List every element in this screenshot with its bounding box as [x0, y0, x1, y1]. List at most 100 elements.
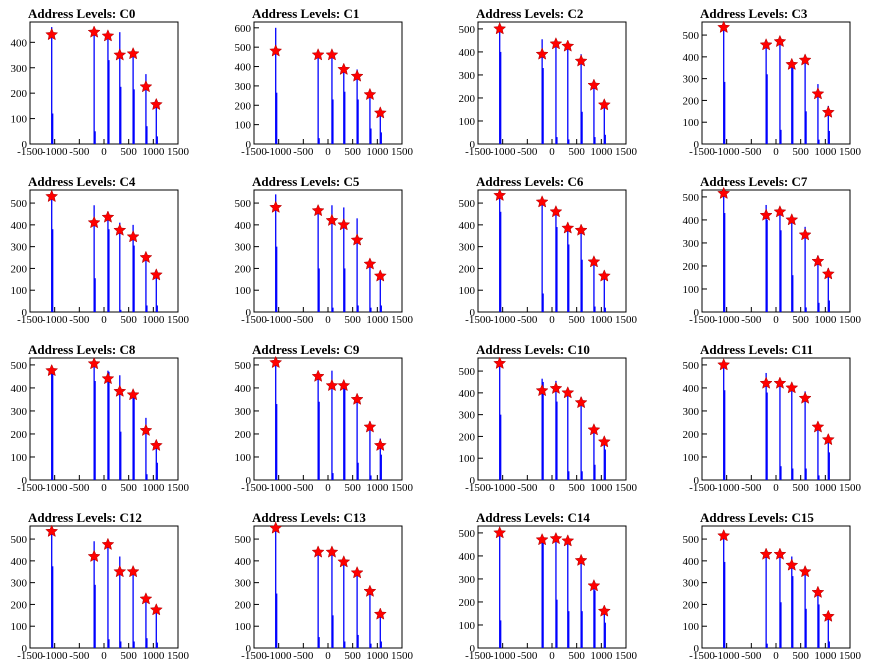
y-tick-label: 300 [459, 242, 476, 254]
chart-title: Address Levels: C12 [28, 510, 142, 525]
y-tick-label: 400 [235, 383, 252, 395]
x-tick-label: 1500 [391, 146, 414, 158]
peak-star-marker [101, 537, 115, 551]
peak-star-marker [535, 383, 549, 397]
y-tick-label: 0 [470, 475, 476, 487]
x-tick-label: 500 [344, 482, 361, 494]
y-tick-label: 500 [235, 534, 252, 546]
x-tick-label: 500 [344, 314, 361, 326]
x-tick-label: 1000 [366, 650, 389, 662]
y-tick-label: 200 [459, 93, 476, 105]
chart-title: Address Levels: C4 [28, 174, 136, 189]
x-tick-label: 1500 [839, 146, 862, 158]
chart-panel-c11: Address Levels: C11 0 100 200 300 400 500 -1500… [683, 342, 862, 494]
y-tick-label: 100 [459, 116, 476, 128]
peak-star-marker [717, 358, 731, 371]
peak-star-marker [759, 38, 773, 51]
peak-star-marker [597, 435, 611, 448]
x-tick-label: -1000 [714, 482, 740, 494]
y-tick-label: 100 [683, 452, 700, 464]
x-tick-label: 500 [792, 482, 809, 494]
peak-star-marker [785, 381, 799, 394]
peak-star-marker [45, 524, 59, 538]
x-tick-label: -1500 [689, 146, 715, 158]
y-tick-label: 400 [459, 551, 476, 563]
peak-star-marker [535, 532, 549, 546]
x-tick-label: 1000 [142, 314, 165, 326]
peak-star-marker [269, 44, 283, 57]
y-tick-label: 200 [235, 263, 252, 275]
peak-star-marker [773, 34, 787, 48]
peak-star-marker [717, 20, 731, 34]
peak-star-marker [337, 555, 351, 568]
peak-star-marker [759, 547, 773, 560]
y-tick-label: 400 [683, 215, 700, 227]
x-tick-label: 1500 [391, 314, 414, 326]
y-tick-label: 300 [11, 406, 28, 418]
chart-title: Address Levels: C15 [700, 510, 814, 525]
chart-title: Address Levels: C11 [700, 342, 813, 357]
y-tick-label: 0 [694, 139, 700, 151]
y-tick-label: 500 [459, 366, 476, 378]
peak-star-marker [325, 48, 339, 61]
peak-star-marker [549, 204, 563, 218]
y-tick-label: 200 [235, 100, 252, 112]
peak-star-marker [373, 607, 387, 620]
x-tick-label: 1000 [814, 650, 837, 662]
x-tick-label: -500 [517, 650, 538, 662]
x-tick-label: -1000 [42, 314, 68, 326]
x-tick-label: -1500 [689, 650, 715, 662]
x-tick-label: -500 [517, 146, 538, 158]
peak-star-marker [785, 213, 799, 226]
x-tick-label: 500 [792, 650, 809, 662]
peak-star-marker [798, 391, 812, 404]
peak-star-marker [87, 549, 101, 563]
peak-star-marker [269, 355, 283, 369]
peak-star-marker [535, 47, 549, 60]
peak-star-marker [773, 376, 787, 389]
y-tick-label: 100 [683, 284, 700, 296]
peak-star-marker [597, 604, 611, 617]
x-tick-label: 1000 [366, 314, 389, 326]
peak-star-marker [373, 269, 387, 282]
x-tick-label: 1500 [839, 482, 862, 494]
peak-star-marker [149, 268, 163, 281]
x-tick-label: -500 [741, 314, 762, 326]
peak-star-marker [325, 213, 339, 227]
y-tick-label: 0 [470, 139, 476, 151]
y-tick-label: 0 [246, 307, 252, 319]
y-tick-label: 100 [459, 285, 476, 297]
chart-title: Address Levels: C10 [476, 342, 590, 357]
x-tick-label: -1000 [714, 650, 740, 662]
y-tick-label: 0 [246, 475, 252, 487]
chart-title: Address Levels: C2 [476, 6, 583, 21]
y-tick-label: 300 [235, 406, 252, 418]
y-tick-label: 200 [11, 429, 28, 441]
peak-star-marker [350, 565, 364, 579]
peak-star-marker [113, 564, 127, 578]
peak-star-marker [811, 420, 825, 433]
peak-star-marker [126, 387, 140, 401]
peak-star-marker [597, 98, 611, 111]
x-tick-label: -500 [741, 146, 762, 158]
x-tick-label: 1000 [142, 482, 165, 494]
chart-title: Address Levels: C5 [252, 174, 360, 189]
chart-title: Address Levels: C1 [252, 6, 359, 21]
y-tick-label: 300 [11, 578, 28, 590]
y-tick-label: 400 [459, 220, 476, 232]
y-tick-label: 300 [683, 238, 700, 250]
x-tick-label: 0 [101, 650, 107, 662]
peak-star-marker [311, 369, 325, 382]
x-tick-label: 1000 [590, 314, 613, 326]
x-tick-label: -1500 [465, 482, 491, 494]
peak-star-marker [785, 558, 799, 571]
peak-star-marker [149, 438, 163, 452]
x-tick-label: 1000 [590, 482, 613, 494]
x-tick-label: 1000 [590, 650, 613, 662]
peak-star-marker [549, 381, 563, 395]
peak-star-marker [126, 229, 140, 243]
peak-star-marker [587, 78, 601, 91]
x-tick-label: -1000 [490, 482, 516, 494]
x-tick-label: -1000 [42, 146, 68, 158]
